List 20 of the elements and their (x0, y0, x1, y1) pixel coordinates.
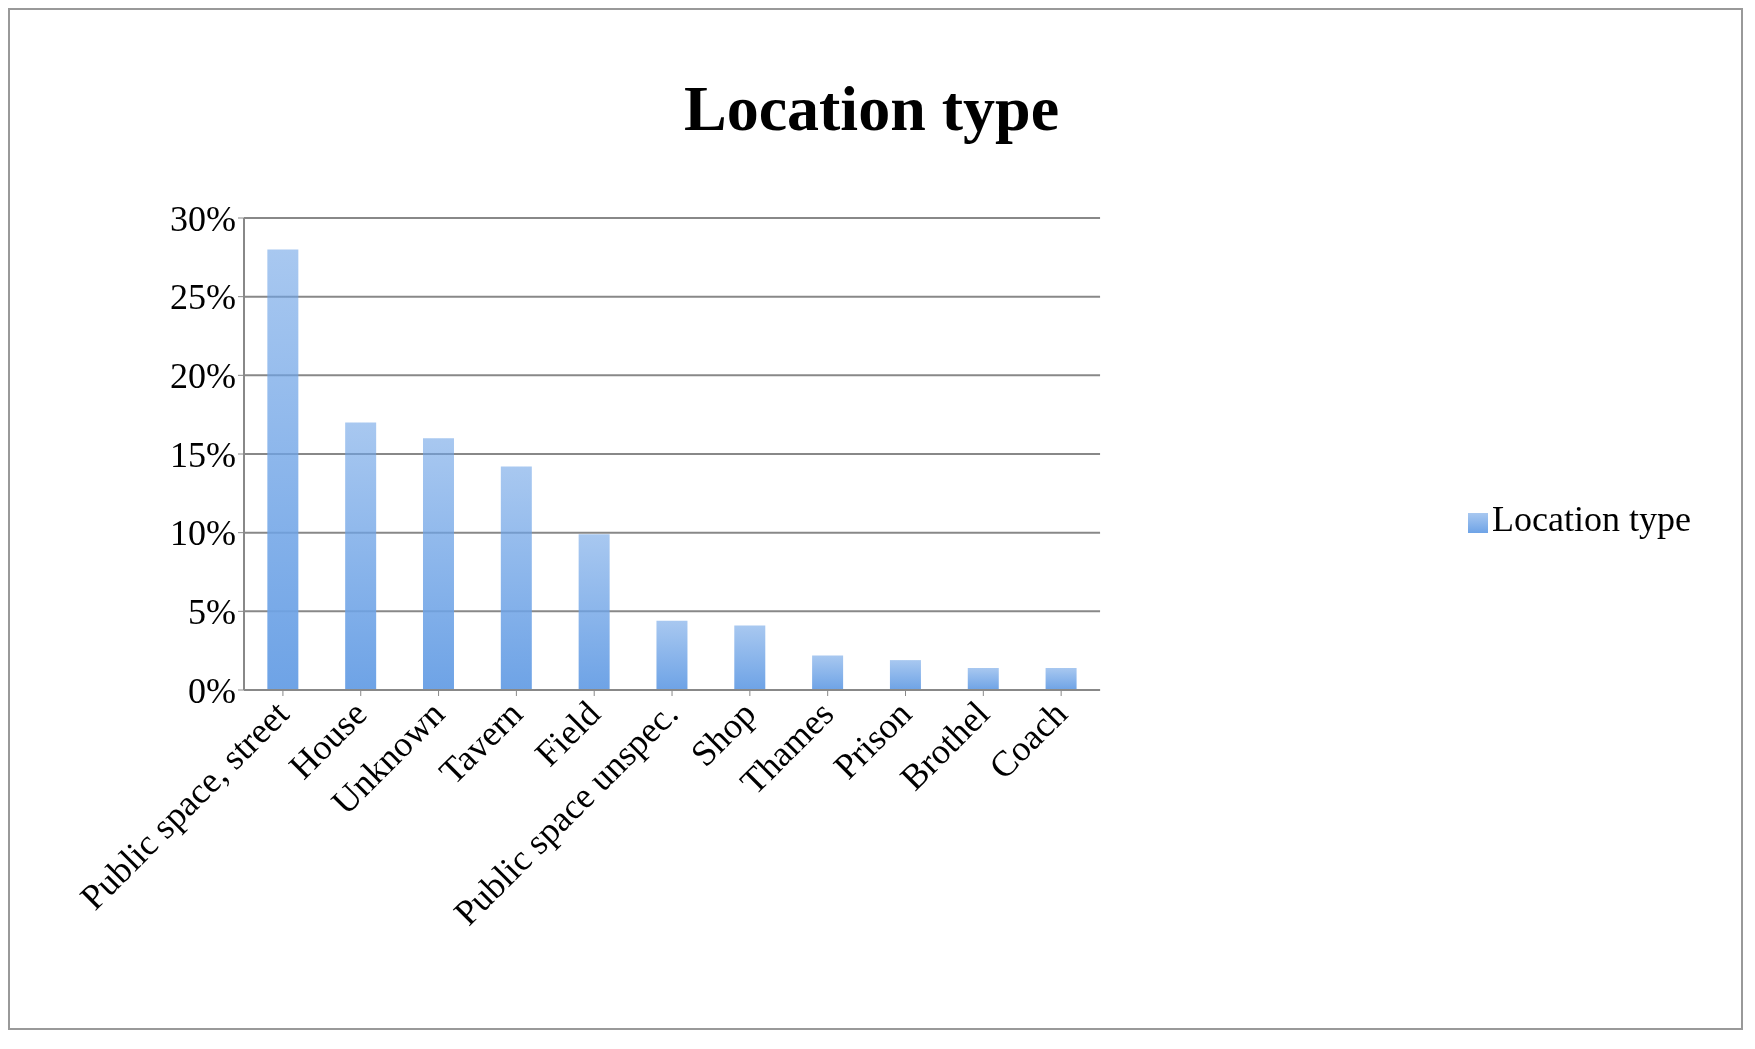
bar (889, 660, 921, 690)
y-tick-label: 10% (170, 513, 236, 554)
bar (734, 625, 766, 690)
bar (345, 422, 377, 690)
chart-title: Location type (682, 72, 1061, 146)
bar (1045, 667, 1077, 690)
bar (967, 667, 999, 690)
y-tick-label: 30% (170, 198, 236, 239)
bar (578, 534, 610, 690)
bar (267, 249, 299, 690)
y-tick-label: 15% (170, 434, 236, 475)
y-tick-label: 25% (170, 277, 236, 318)
bar (422, 438, 454, 690)
bar (500, 466, 532, 690)
bar (656, 620, 688, 690)
y-tick-label: 0% (188, 670, 236, 711)
y-tick-label: 5% (188, 592, 236, 633)
legend-label: Location type (1492, 499, 1691, 539)
y-tick-label: 20% (170, 356, 236, 397)
bar (812, 655, 844, 690)
